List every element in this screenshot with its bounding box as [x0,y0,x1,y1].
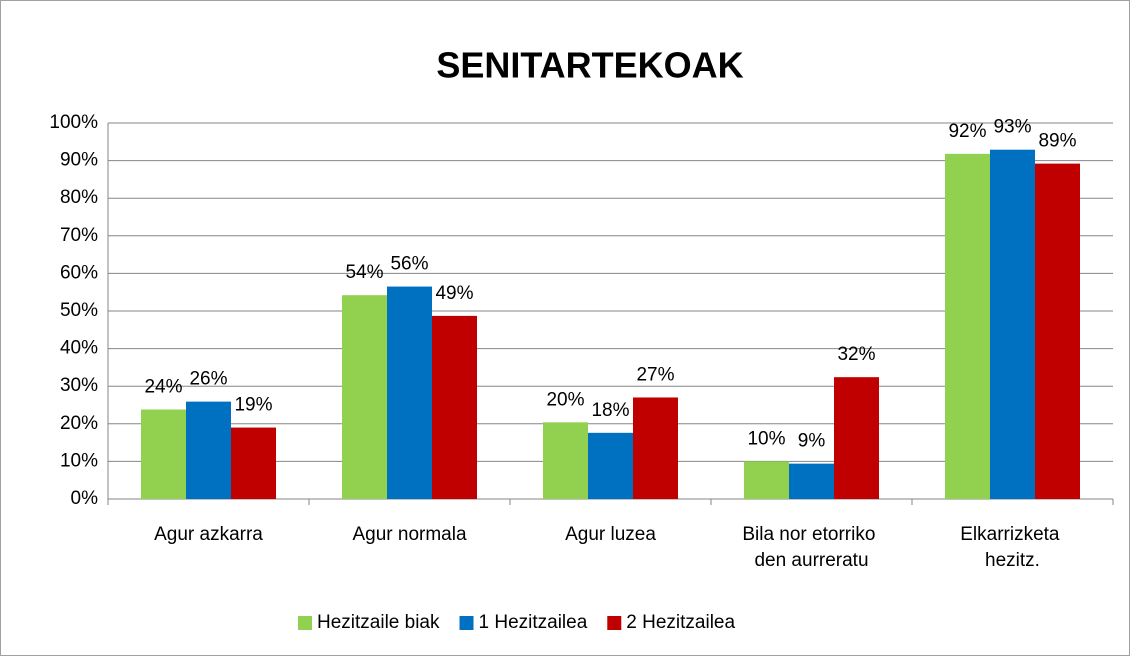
bar [231,427,276,499]
y-tick-label: 70% [60,225,98,246]
bar [789,463,834,499]
y-tick-label: 30% [60,375,98,396]
legend-label: 2 Hezitzailea [626,612,735,633]
bar [342,295,387,499]
bar [990,149,1035,500]
legend-swatch [459,616,474,630]
legend-label: 1 Hezitzailea [479,612,588,633]
chart-title: SENITARTEKOAK [436,45,743,86]
y-tick-label: 80% [60,187,98,208]
data-label: 93% [993,117,1031,138]
y-tick-label: 90% [60,150,98,171]
y-tick-label: 40% [60,338,98,359]
y-tick-label: 60% [60,262,98,283]
bar [744,461,789,499]
data-label: 49% [435,283,473,304]
data-label: 89% [1038,131,1076,152]
bar [588,432,633,499]
data-label: 26% [189,369,227,390]
data-label: 32% [837,344,875,365]
bar [387,286,432,499]
data-label: 54% [345,262,383,283]
y-tick-label: 50% [60,300,98,321]
data-label: 20% [546,389,584,410]
bar [945,153,990,499]
data-label: 92% [948,121,986,142]
legend-label: Hezitzaile biak [317,612,440,633]
data-label: 19% [234,395,272,416]
bar [543,422,588,499]
y-tick-label: 100% [49,112,98,133]
data-label: 56% [390,254,428,275]
bar [141,409,186,499]
data-label: 10% [747,428,785,449]
y-tick-label: 20% [60,413,98,434]
legend-swatch [607,616,622,630]
y-tick-label: 0% [71,488,99,509]
legend-swatch [298,616,312,630]
data-label: 24% [144,377,182,398]
x-tick-label: Elkarrizketa hezitz. [960,524,1065,571]
y-tick-label: 10% [60,450,98,471]
x-tick-label: Agur azkarra [154,524,263,545]
x-tick-label: Bila nor etorriko den aurreratu [742,524,880,571]
bar [633,397,678,499]
data-label: 9% [798,431,826,452]
x-tick-label: Agur normala [352,524,466,545]
data-label: 27% [636,364,674,385]
x-tick-label: Agur luzea [565,524,656,545]
bar [186,401,231,499]
bar [432,315,477,499]
data-label: 18% [591,400,629,421]
bar [834,377,879,499]
bar [1035,163,1080,499]
